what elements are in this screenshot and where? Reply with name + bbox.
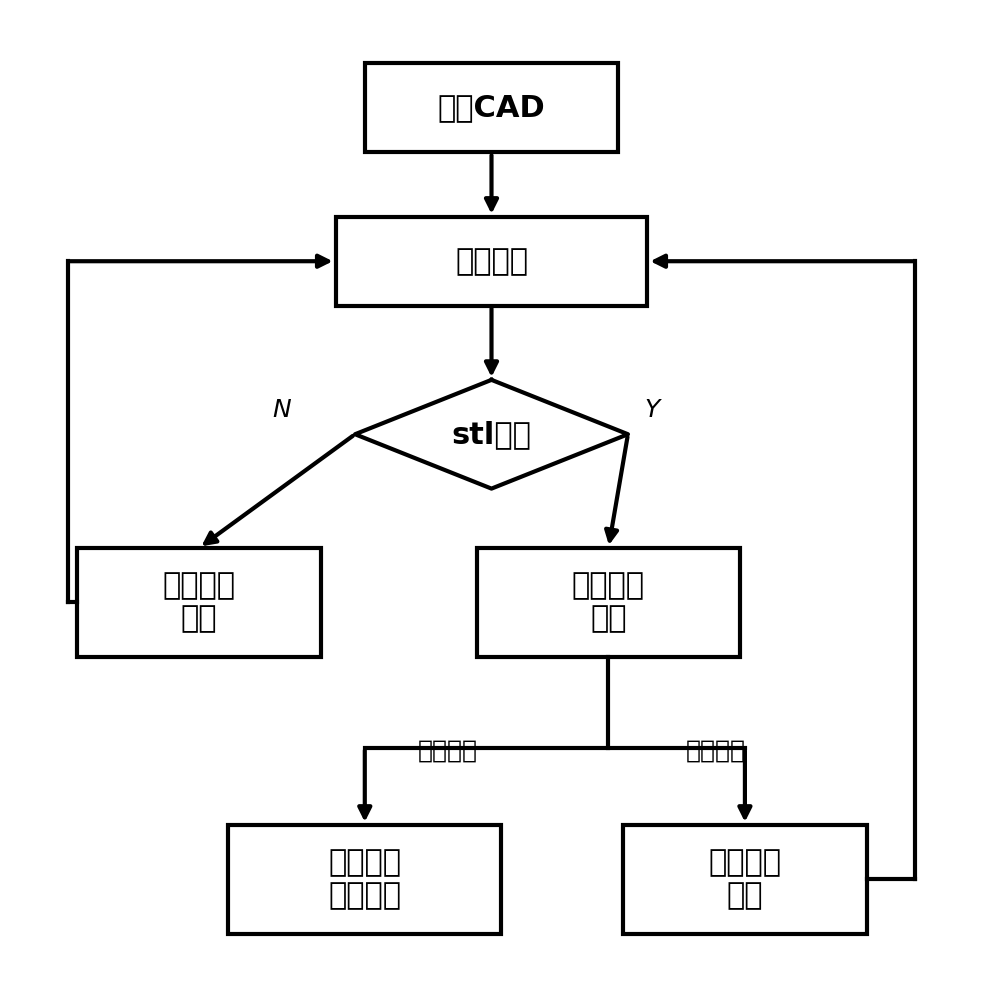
Text: 显示三维
图像: 显示三维 图像 — [572, 571, 645, 634]
Text: 改变背景
颜色: 改变背景 颜色 — [709, 847, 781, 910]
Text: N: N — [272, 398, 291, 422]
Text: 选择文件: 选择文件 — [455, 246, 528, 276]
Text: stl文件: stl文件 — [451, 420, 532, 449]
Text: 动态显示
三维图像: 动态显示 三维图像 — [328, 847, 401, 910]
Text: 选择颜色: 选择颜色 — [686, 739, 746, 763]
Bar — [335, 216, 648, 306]
Bar — [623, 825, 867, 933]
Text: 鼠标移动: 鼠标移动 — [418, 739, 478, 763]
Polygon shape — [355, 380, 628, 489]
Bar — [228, 825, 501, 933]
Bar — [78, 548, 320, 657]
Text: 打开CAD: 打开CAD — [437, 94, 546, 123]
Text: 无法打开
文件: 无法打开 文件 — [162, 571, 236, 634]
Text: Y: Y — [645, 398, 660, 422]
Bar — [477, 548, 740, 657]
Bar — [365, 64, 618, 153]
